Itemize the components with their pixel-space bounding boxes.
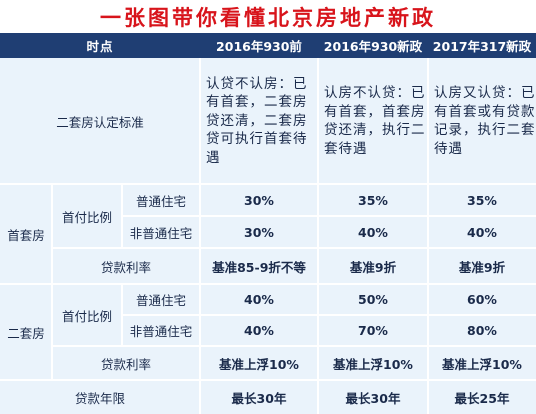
grid-line	[427, 58, 429, 414]
second-home-ordinary-col-3: 60%	[467, 292, 497, 307]
grid-line	[52, 345, 536, 347]
grid-line	[199, 58, 201, 414]
second-home-down-payment-label: 首付比例	[61, 308, 112, 324]
grid-line	[52, 247, 536, 249]
second-home-loan-rate-col-1: 基准上浮10%	[219, 356, 299, 372]
grid-line	[51, 184, 53, 380]
first-home-non-ordinary-col-1: 30%	[244, 224, 274, 240]
grid-line	[0, 379, 536, 381]
grid-line	[122, 314, 536, 316]
loan-term-col-2: 最长30年	[345, 390, 401, 406]
second-home-loan-rate-col-2: 基准上浮10%	[333, 356, 413, 372]
second-home-label: 二套房	[7, 325, 45, 341]
first-home-non-ordinary-col-2: 40%	[358, 224, 388, 240]
first-home-ordinary-label: 普通住宅	[135, 193, 186, 209]
criteria-col-2: 认房不认贷：已有首套，首套房贷还清，执行二套待遇	[324, 85, 426, 157]
grid-line	[0, 183, 536, 185]
criteria-col-1: 认贷不认房：已有首套，二套房贷还清，二套房贷可执行首套待遇	[206, 75, 308, 166]
loan-term-label: 贷款年限	[74, 390, 125, 406]
header-col-2: 2016年930新政	[323, 39, 423, 54]
header-col-3: 2017年317新政	[432, 39, 532, 54]
criteria-col-3: 认房又认贷：已有首套或有贷款记录，执行二套待遇	[434, 85, 536, 157]
first-home-non-ordinary-label: 非普通住宅	[129, 225, 193, 241]
first-home-loan-rate-col-1: 基准85-9折不等	[212, 259, 306, 275]
first-home-down-payment-label: 首付比例	[61, 209, 112, 225]
header-label: 时点	[86, 39, 114, 54]
second-home-non-ordinary-col-2: 70%	[358, 323, 388, 338]
second-home-non-ordinary-col-1: 40%	[244, 323, 274, 338]
first-home-loan-rate-label: 贷款利率	[100, 259, 151, 275]
criteria-label: 二套房认定标准	[56, 114, 144, 130]
grid-line	[317, 58, 319, 414]
first-home-ordinary-col-2: 35%	[358, 192, 388, 208]
grid-line	[0, 283, 536, 285]
grid-line	[122, 215, 536, 217]
table-header: 时点 2016年930前 2016年930新政 2017年317新政	[0, 33, 536, 58]
header-col-1: 2016年930前	[216, 39, 302, 54]
second-home-ordinary-col-2: 50%	[358, 292, 388, 307]
loan-term-col-3: 最长25年	[454, 390, 510, 406]
first-home-ordinary-col-1: 30%	[244, 192, 274, 208]
second-home-ordinary-col-1: 40%	[244, 292, 274, 307]
second-home-loan-rate-label: 贷款利率	[100, 356, 151, 372]
second-home-non-ordinary-label: 非普通住宅	[129, 324, 193, 339]
policy-table: 二套房认定标准 认贷不认房：已有首套，二套房贷还清，二套房贷可执行首套待遇 认房…	[0, 58, 536, 414]
second-home-loan-rate-col-3: 基准上浮10%	[442, 356, 522, 372]
loan-term-col-1: 最长30年	[231, 390, 287, 406]
first-home-loan-rate-col-3: 基准9折	[458, 259, 506, 275]
page-title: 一张图带你看懂北京房地产新政	[100, 4, 436, 30]
first-home-non-ordinary-col-3: 40%	[467, 224, 497, 240]
first-home-ordinary-col-3: 35%	[467, 192, 497, 208]
first-home-loan-rate-col-2: 基准9折	[349, 259, 397, 275]
second-home-non-ordinary-col-3: 80%	[467, 323, 497, 338]
first-home-label: 首套房	[7, 227, 45, 243]
second-home-ordinary-label: 普通住宅	[135, 293, 186, 308]
